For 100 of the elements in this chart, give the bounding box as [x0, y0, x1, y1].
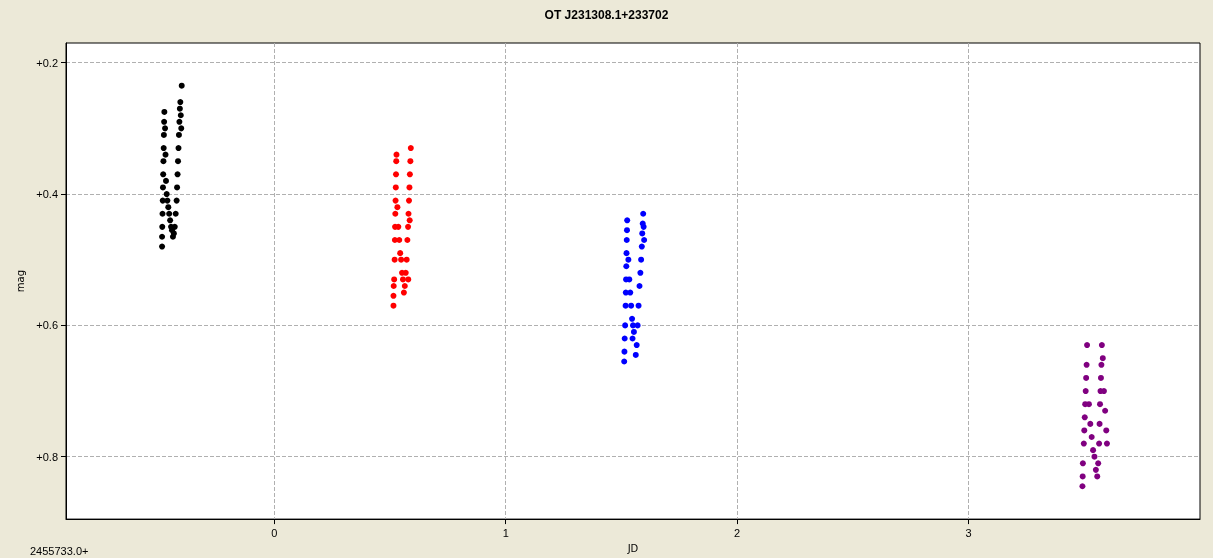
point [406, 184, 413, 191]
point [623, 227, 630, 234]
point [1103, 427, 1110, 434]
point [405, 197, 412, 204]
point [1079, 460, 1086, 467]
x-tick-label: 1 [502, 526, 509, 539]
point [178, 82, 185, 89]
point [399, 276, 406, 283]
point [175, 131, 182, 138]
point [160, 131, 167, 138]
point [639, 230, 646, 237]
point [391, 276, 398, 283]
point [176, 105, 183, 112]
point [173, 197, 180, 204]
point [160, 145, 167, 152]
point [627, 289, 634, 296]
point [159, 233, 166, 240]
point [400, 289, 407, 296]
point [621, 335, 628, 342]
point [1096, 420, 1103, 427]
point [175, 145, 182, 152]
point [396, 237, 403, 244]
point [161, 118, 168, 125]
point [391, 256, 398, 263]
point [623, 237, 630, 244]
point [164, 197, 171, 204]
point [1095, 460, 1102, 467]
point [176, 118, 183, 125]
y-tick-label: +0.4 [36, 188, 58, 201]
point [629, 315, 636, 322]
point [628, 302, 635, 309]
point [393, 151, 400, 158]
point [1090, 447, 1097, 454]
point [636, 282, 643, 289]
point [1082, 388, 1089, 395]
point [404, 237, 411, 244]
point [629, 335, 636, 342]
point [166, 210, 173, 217]
point [623, 250, 630, 257]
point [397, 250, 404, 257]
point [177, 99, 184, 106]
point [633, 342, 640, 349]
point [401, 282, 408, 289]
point [178, 125, 185, 132]
point [163, 191, 170, 198]
point [174, 171, 181, 178]
point [393, 171, 400, 178]
point [159, 184, 166, 191]
point [405, 276, 412, 283]
y-tick-label: +0.6 [36, 319, 58, 332]
point [632, 351, 639, 358]
point [160, 171, 167, 178]
point [406, 217, 413, 224]
point [392, 184, 399, 191]
point [390, 282, 397, 289]
point [621, 348, 628, 355]
point [174, 184, 181, 191]
point [161, 108, 168, 115]
x-axis-title: JD [626, 542, 639, 554]
y-tick-label: +0.2 [36, 56, 58, 69]
point [403, 256, 410, 263]
point [1084, 342, 1091, 349]
point [641, 237, 648, 244]
point [634, 322, 641, 329]
x-tick-label: 2 [734, 526, 741, 539]
point [159, 210, 166, 217]
point [165, 204, 172, 211]
point [175, 158, 182, 165]
point [392, 210, 399, 217]
point [398, 256, 405, 263]
point [637, 269, 644, 276]
point [638, 243, 645, 250]
point [630, 328, 637, 335]
point [640, 210, 647, 217]
y-tick-label: +0.8 [36, 450, 58, 463]
point [407, 145, 414, 152]
point [622, 322, 629, 329]
chart-title: OT J231308.1+233702 [544, 8, 669, 22]
point [393, 158, 400, 165]
point [390, 292, 397, 299]
point [160, 158, 167, 165]
x-tick-label: 3 [965, 526, 972, 539]
point [625, 256, 632, 263]
point [1079, 473, 1086, 480]
point [394, 204, 401, 211]
point [405, 223, 412, 230]
point [1097, 374, 1104, 381]
point [162, 177, 169, 184]
point [1087, 420, 1094, 427]
point [1096, 440, 1103, 447]
y-axis-title: mag [14, 269, 26, 293]
point [1099, 355, 1106, 362]
point [407, 158, 414, 165]
point [1098, 342, 1105, 349]
point [1094, 473, 1101, 480]
point [1083, 361, 1090, 368]
text: 2455733.0+ [30, 544, 89, 557]
point [1083, 374, 1090, 381]
point [406, 171, 413, 178]
point [167, 217, 174, 224]
